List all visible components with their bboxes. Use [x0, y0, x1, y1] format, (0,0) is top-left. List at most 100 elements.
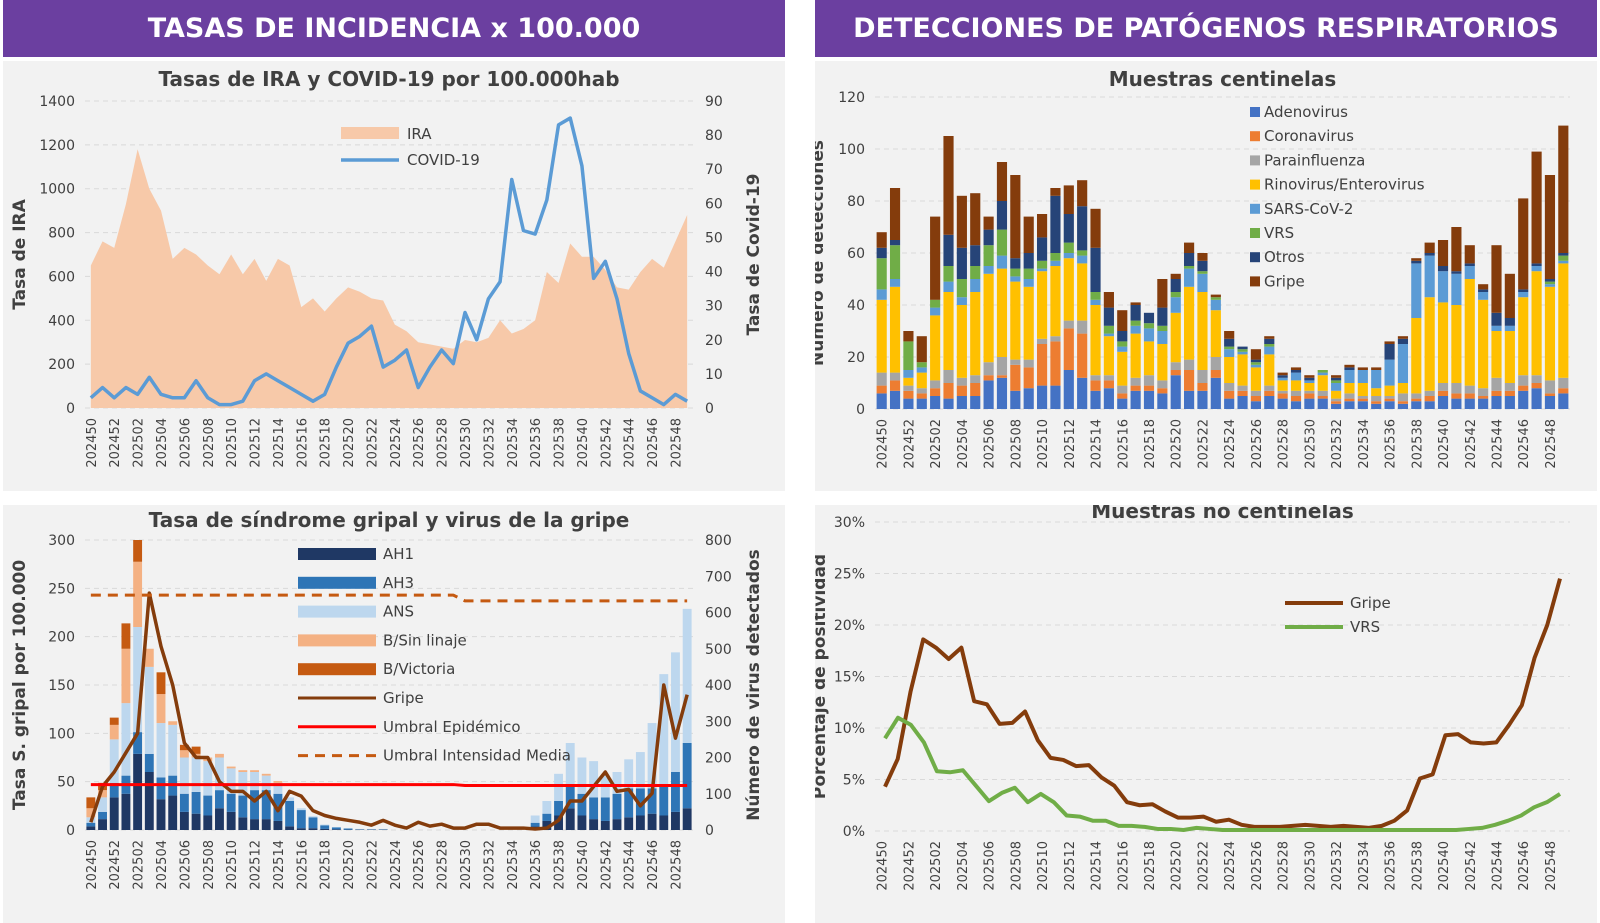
sent-bar-3	[1103, 336, 1114, 376]
sent-bar-0	[970, 396, 981, 409]
ira-xtick: 202508	[202, 418, 217, 468]
sent-bar-3	[970, 292, 981, 376]
nosent-xtick: 202534	[1357, 841, 1372, 891]
sent-bar-6	[1558, 253, 1569, 256]
sent-bar-4	[876, 289, 887, 300]
gripe-y2tick: 400	[705, 678, 732, 694]
gripe-bar-3	[168, 721, 178, 725]
sent-bar-7	[1290, 367, 1302, 370]
sent-bar-4	[1050, 260, 1061, 266]
sent-bar-4	[1411, 263, 1422, 318]
sent-bar-3	[1063, 258, 1074, 321]
gripe-bar-0	[179, 811, 189, 830]
sent-bar-0	[1518, 390, 1529, 409]
sent-bar-4	[1036, 268, 1048, 272]
sent-bar-0	[996, 377, 1008, 409]
sent-bar-0	[1077, 377, 1088, 409]
sent-bar-0	[1464, 398, 1475, 409]
gripe-xtick: 202506	[178, 840, 193, 890]
sent-xtick: 202520	[1170, 419, 1185, 469]
ira-xtick: 202502	[132, 418, 147, 468]
sent-bar-6	[1344, 367, 1355, 370]
gripe-legend-label: B/Victoria	[383, 660, 455, 678]
sent-bar-2	[1050, 336, 1061, 342]
ira-y2tick: 60	[705, 196, 723, 212]
sent-ytick: 100	[838, 142, 865, 158]
gripe-bar-1	[179, 793, 189, 812]
sent-legend-swatch	[1250, 179, 1260, 190]
sent-bar-4	[1077, 255, 1088, 264]
sent-bar-5	[1210, 297, 1221, 300]
sent-xtick: 202506	[983, 419, 998, 469]
gripe-ytick: 200	[48, 630, 75, 646]
sent-bar-0	[1437, 396, 1449, 409]
sent-bar-4	[1103, 333, 1114, 337]
gripe-xtick: 202528	[436, 840, 451, 890]
sent-bar-7	[1090, 208, 1101, 248]
gripe-y2tick: 200	[705, 751, 732, 767]
nosent-ytick: 15%	[834, 670, 865, 686]
sent-bar-0	[1237, 396, 1248, 409]
gripe-y2tick: 700	[705, 569, 732, 585]
sent-bar-0	[1531, 388, 1542, 409]
sent-bar-0	[1036, 385, 1048, 409]
sent-bar-7	[1210, 294, 1221, 298]
sent-bar-7	[1010, 175, 1021, 259]
sent-bar-0	[1411, 401, 1422, 409]
gripe-bar-0	[542, 820, 552, 830]
gripe-bar-3	[250, 770, 259, 772]
sent-bar-3	[1264, 354, 1275, 386]
sent-bar-5	[1264, 344, 1275, 347]
sent-bar-3	[1411, 318, 1422, 394]
sent-bar-0	[1544, 396, 1556, 409]
sent-xtick: 202512	[1063, 419, 1078, 469]
ira-y2tick: 0	[705, 401, 714, 417]
chart-ira-covid: Tasas de IRA y COVID-19 por 100.000hab 0 2…	[3, 61, 785, 491]
sent-bar-3	[1184, 286, 1195, 360]
sent-bar-4	[1384, 359, 1395, 386]
gripe-legend-label: B/Sin linaje	[383, 631, 467, 649]
sent-bar-3	[996, 268, 1008, 357]
sent-bar-4	[1478, 292, 1489, 300]
sent-xtick: 202514	[1090, 419, 1105, 469]
gripe-legend-label: AH1	[383, 545, 414, 563]
ira-ytick: 400	[48, 313, 75, 329]
sent-bar-7	[956, 195, 967, 248]
gripe-bar-1	[577, 793, 587, 816]
gripe-bar-0	[261, 819, 271, 830]
sent-bar-2	[1143, 375, 1155, 386]
nosent-xtick: 202532	[1330, 841, 1345, 891]
chart-influenza-syndrome-svg: Tasa de síndrome gripal y virus de la gr…	[10, 508, 764, 890]
ira-xtick: 202538	[553, 418, 568, 468]
sent-bar-2	[1344, 393, 1355, 399]
sent-bar-5	[1197, 271, 1208, 274]
sent-bar-6	[943, 234, 954, 266]
nosent-xtick: 202520	[1170, 841, 1185, 891]
sent-bar-7	[970, 193, 981, 246]
banner-incidence-text: TASAS DE INCIDENCIA x 100.000	[147, 13, 641, 44]
sent-bar-6	[956, 247, 967, 279]
gripe-y2tick: 600	[705, 606, 732, 622]
ira-xtick: 202514	[272, 418, 287, 468]
gripe-bar-2	[133, 627, 143, 733]
sent-bar-1	[1397, 401, 1409, 404]
sent-bar-0	[1317, 398, 1328, 409]
sent-bar-7	[1224, 331, 1235, 339]
sent-bar-5	[903, 341, 914, 370]
sent-bar-5	[1010, 268, 1021, 277]
sent-bar-4	[1437, 271, 1449, 303]
sent-bar-5	[970, 266, 981, 279]
gripe-bar-3	[179, 750, 189, 758]
sent-bar-2	[970, 375, 981, 383]
sent-bar-0	[1050, 385, 1061, 409]
nosent-xtick: 202450	[876, 841, 891, 891]
sent-bar-4	[1010, 276, 1021, 282]
nosent-ytick: 30%	[834, 515, 865, 531]
gripe-bar-0	[215, 808, 224, 830]
sent-bar-1	[1250, 396, 1261, 402]
ira-ytick: 200	[48, 357, 75, 373]
sent-bar-1	[1304, 393, 1315, 399]
ira-xtick: 202526	[412, 418, 427, 468]
sent-bar-2	[1464, 385, 1475, 394]
gripe-bar-1	[203, 795, 213, 816]
